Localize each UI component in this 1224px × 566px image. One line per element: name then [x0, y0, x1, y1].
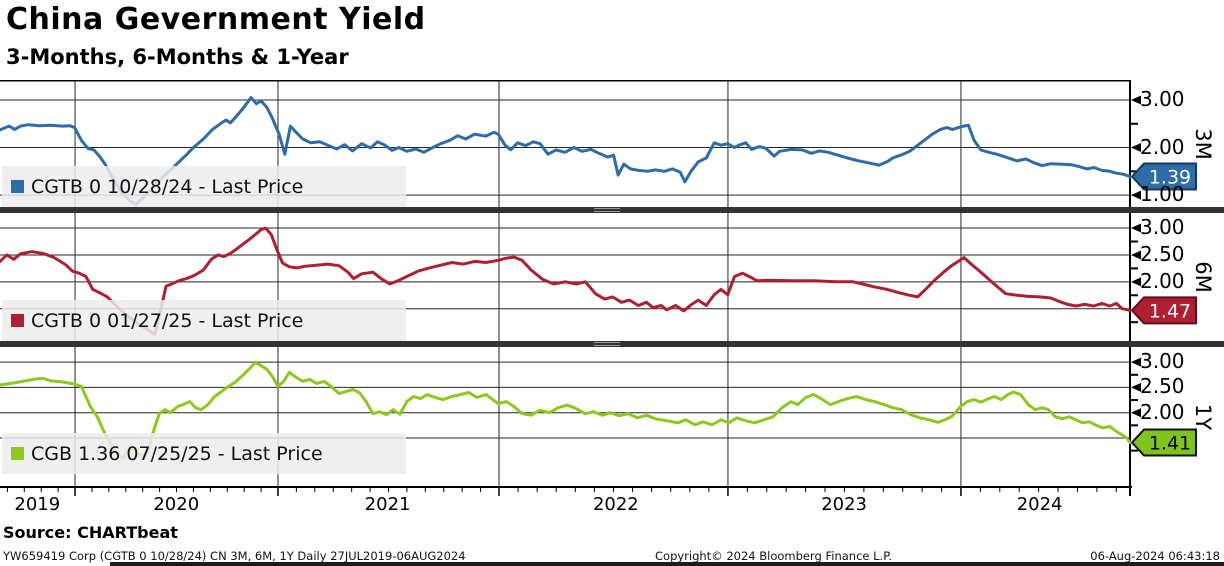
page-title: China Gevernment Yield — [6, 2, 426, 37]
svg-text:1.47: 1.47 — [1149, 300, 1191, 322]
svg-text:1.41: 1.41 — [1149, 433, 1191, 455]
y-tick-label: 2.50 — [1140, 374, 1185, 399]
y-tick-label: 2.00 — [1140, 268, 1185, 293]
series-line-3m — [0, 96, 1132, 207]
y-tick-label: 2.00 — [1140, 399, 1185, 424]
legend-label: CGTB 0 01/27/25 - Last Price — [31, 309, 304, 332]
legend-swatch-icon — [11, 180, 24, 193]
legend-label: CGTB 0 10/28/24 - Last Price — [31, 175, 304, 198]
legend-6m: CGTB 0 01/27/25 - Last Price — [2, 300, 406, 341]
x-tick-label: 2019 — [14, 494, 61, 515]
x-tick-label: 2021 — [364, 494, 411, 515]
chart-panel-6m: 1.47 CGTB 0 01/27/25 - Last Price 3.00 2.… — [0, 213, 1224, 341]
page-subtitle: 3-Months, 6-Months & 1-Year — [6, 45, 349, 69]
y-tick-label: 3.00 — [1140, 86, 1185, 111]
y-tick-label: 1.00 — [1140, 182, 1185, 207]
x-tick-label: 2022 — [592, 494, 639, 515]
series-line-6m — [0, 226, 1132, 336]
legend-label: CGB 1.36 07/25/25 - Last Price — [31, 442, 323, 465]
panel-divider — [0, 207, 1224, 213]
svg-text:1.39: 1.39 — [1149, 167, 1191, 189]
legend-swatch-icon — [11, 447, 24, 460]
divider-drag-handle-icon[interactable] — [594, 342, 620, 346]
bottom-bar — [110, 562, 1224, 566]
footer-timestamp: 06-Aug-2024 06:43:18 — [1090, 549, 1220, 563]
footer-security-info: YW659419 Corp (CGTB 0 10/28/24) CN 3M, 6… — [3, 549, 466, 563]
source-line: Source: CHARTbeat — [3, 523, 178, 542]
panel-unit-label: 1Y — [1191, 403, 1215, 430]
y-tick-label: 2.00 — [1140, 134, 1185, 159]
chart-panel-3m: 1.39 CGTB 0 10/28/24 - Last Price 3.00 2.… — [0, 80, 1224, 207]
x-tick-label: 2024 — [1016, 494, 1063, 515]
panel-divider — [0, 341, 1224, 347]
last-price-tag-3m: 1.39 — [1130, 162, 1197, 191]
y-tick-label: 2.50 — [1140, 241, 1185, 266]
panel-unit-label: 6M — [1191, 261, 1215, 293]
panel-unit-label: 3M — [1191, 127, 1215, 160]
footer-copyright: Copyright© 2024 Bloomberg Finance L.P. — [655, 549, 892, 563]
legend-3m: CGTB 0 10/28/24 - Last Price — [2, 166, 406, 207]
last-price-tag-1y: 1.41 — [1130, 428, 1197, 457]
series-line-1y — [0, 360, 1132, 460]
x-tick-label: 2020 — [153, 494, 200, 515]
legend-swatch-icon — [11, 314, 24, 327]
legend-1y: CGB 1.36 07/25/25 - Last Price — [2, 433, 406, 474]
line-chart-3m: 1.39 — [0, 80, 1197, 207]
x-axis — [0, 486, 1132, 496]
y-tick-label: 3.00 — [1140, 215, 1185, 240]
divider-drag-handle-icon[interactable] — [594, 208, 620, 212]
line-chart-1y: 1.41 — [0, 347, 1197, 486]
last-price-tag-6m: 1.47 — [1130, 296, 1197, 325]
y-tick-label: 3.00 — [1140, 349, 1185, 374]
chart-panel-1y: 1.41 CGB 1.36 07/25/25 - Last Price 3.00… — [0, 347, 1224, 486]
chart-plot-area: 1.39 CGTB 0 10/28/24 - Last Price 3.00 2.… — [0, 80, 1224, 486]
x-tick-label: 2023 — [821, 494, 868, 515]
